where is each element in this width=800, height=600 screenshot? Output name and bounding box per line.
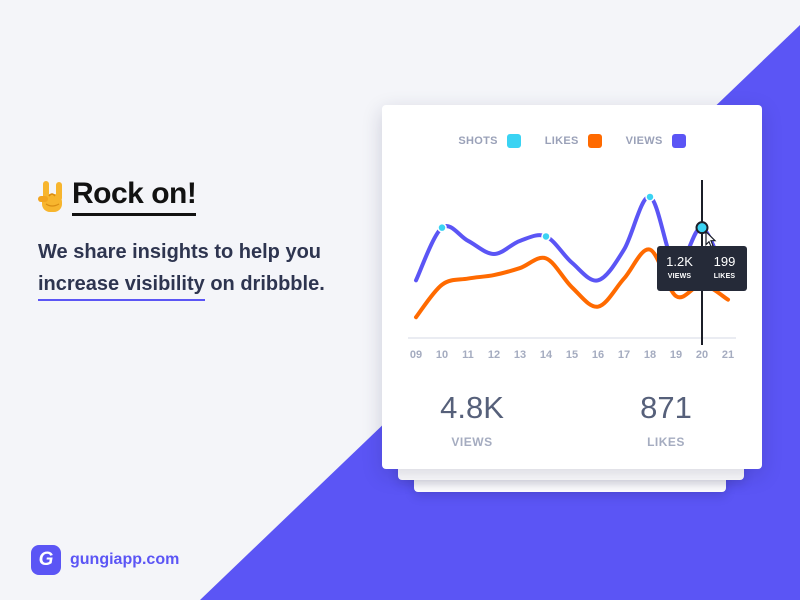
legend-swatch-shots — [506, 134, 521, 148]
tooltip-views-label: VIEWS — [667, 273, 692, 280]
tooltip-views-value: 1.2K — [666, 254, 693, 269]
series-line-likes[interactable] — [414, 247, 730, 320]
stat-views-label: VIEWS — [451, 435, 493, 449]
shot-marker-18[interactable] — [645, 192, 655, 202]
x-tick-label: 17 — [618, 349, 630, 361]
legend-label-likes: LIKES — [544, 135, 579, 147]
x-tick-label: 12 — [488, 349, 500, 361]
tooltip-likes: 199 LIKES — [702, 246, 747, 291]
highlighted-phrase: increase visibility — [38, 273, 205, 301]
x-tick-label: 18 — [644, 349, 656, 361]
legend-item-shots[interactable]: SHOTS — [458, 134, 521, 148]
x-tick-label: 19 — [670, 349, 682, 361]
shot-marker-14[interactable] — [541, 231, 551, 242]
legend-swatch-views — [671, 134, 686, 148]
stat-views-value: 4.8K — [440, 390, 504, 425]
legend-label-views: VIEWS — [625, 135, 663, 147]
legend-swatch-likes — [587, 134, 602, 148]
tooltip-likes-label: LIKES — [713, 273, 736, 280]
x-tick-label: 14 — [540, 349, 553, 361]
brand[interactable]: G gungiapp.com — [31, 545, 179, 575]
subheadline: We share insights to help you increase v… — [38, 236, 325, 301]
subheadline-line-2: increase visibility on dribbble. — [38, 268, 325, 301]
stat-likes: 871 LIKES — [586, 390, 746, 450]
x-tick-label: 16 — [592, 349, 604, 361]
legend-label-shots: SHOTS — [458, 135, 498, 147]
x-tick-label: 13 — [514, 349, 526, 361]
legend-item-likes[interactable]: LIKES — [545, 134, 602, 148]
stat-views: 4.8K VIEWS — [392, 390, 552, 450]
line-chart[interactable]: 09 10 11 12 13 14 15 16 17 18 19 20 21 — [382, 165, 762, 365]
x-tick-label: 15 — [566, 349, 578, 361]
tooltip-views: 1.2K VIEWS — [657, 246, 702, 291]
brand-name[interactable]: gungiapp.com — [70, 551, 180, 568]
x-tick-label: 11 — [462, 349, 474, 361]
stat-likes-value: 871 — [640, 390, 692, 425]
x-tick-label: 20 — [696, 349, 708, 361]
shot-marker-10[interactable] — [437, 222, 447, 233]
subheadline-line-1: We share insights to help you — [38, 241, 322, 263]
tooltip-likes-value: 199 — [713, 254, 736, 269]
headline-text: Rock on! — [72, 178, 197, 216]
x-tick-label: 21 — [722, 349, 734, 361]
analytics-card: SHOTS LIKES VIEWS 09 10 11 12 13 14 15 16 17 18 19… — [382, 105, 762, 469]
x-tick-label: 09 — [410, 349, 422, 361]
subheadline-line-2-rest: on dribbble. — [210, 273, 325, 295]
chart-tooltip: 1.2K VIEWS 199 LIKES — [657, 246, 747, 291]
legend-item-views[interactable]: VIEWS — [626, 134, 686, 148]
rock-on-hand-icon — [38, 181, 62, 212]
headline: Rock on! — [34, 178, 197, 216]
chart-legend: SHOTS LIKES VIEWS — [382, 134, 762, 148]
shot-marker-20[interactable] — [695, 221, 709, 235]
stat-likes-label: LIKES — [647, 435, 685, 449]
brand-logo-icon: G — [31, 545, 61, 575]
x-tick-label: 10 — [436, 349, 448, 361]
